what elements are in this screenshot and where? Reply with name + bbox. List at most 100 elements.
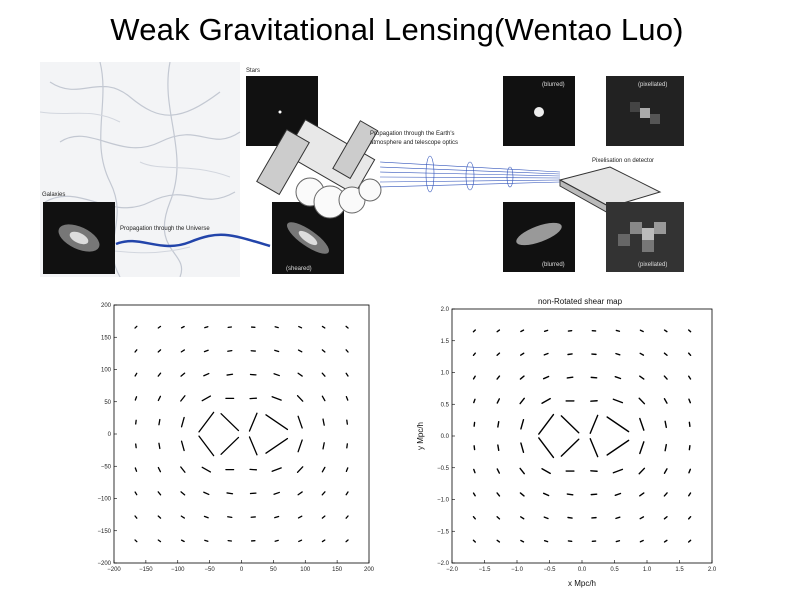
shear-stick: [474, 493, 476, 496]
shear-stick: [616, 517, 620, 518]
shear-stick: [298, 440, 302, 452]
shear-stick: [664, 376, 667, 379]
shear-stick: [346, 350, 348, 352]
shear-stick: [274, 374, 279, 376]
shear-stick: [497, 493, 499, 496]
shear-stick: [640, 517, 643, 519]
shear-stick: [181, 467, 185, 472]
shear-stick: [664, 399, 667, 403]
shear-stick: [181, 516, 184, 518]
shear-stick: [613, 469, 622, 472]
shear-stick: [135, 326, 137, 328]
shear-stick: [227, 493, 232, 494]
y-tick-label: 200: [101, 303, 112, 309]
shear-stick: [520, 493, 524, 496]
y-tick-label: 150: [101, 335, 112, 341]
shear-stick: [545, 330, 548, 331]
shear-stick: [346, 468, 347, 471]
shear-stick: [544, 493, 549, 495]
shear-stick: [298, 467, 303, 472]
shear-stick: [346, 326, 348, 328]
shear-stick: [199, 436, 214, 456]
shear-stick: [616, 354, 620, 355]
shear-stick: [473, 540, 475, 542]
shear-stick: [202, 467, 210, 472]
y-tick-label: −150: [97, 529, 111, 535]
shear-stick: [346, 373, 348, 376]
shear-stick: [181, 492, 185, 495]
shear-stick: [568, 354, 572, 355]
shear-stick: [182, 441, 185, 450]
shear-stick: [542, 399, 550, 404]
shear-stick: [520, 398, 524, 403]
shear-stick: [664, 469, 667, 473]
shear-stick: [616, 330, 619, 331]
shear-stick: [689, 540, 691, 542]
x-tick-label: 0: [240, 567, 244, 573]
shear-stick: [204, 516, 208, 517]
shear-stick: [615, 377, 620, 379]
shear-stick: [613, 399, 622, 402]
shear-stick: [204, 350, 208, 351]
shear-stick: [250, 437, 257, 455]
shear-stick: [158, 468, 160, 472]
shear-stick: [322, 396, 325, 400]
shear-stick: [521, 330, 524, 331]
y-tick-label: −2.0: [437, 561, 450, 567]
shear-stick: [347, 420, 348, 424]
shear-stick: [474, 399, 475, 402]
pixellated-top-label: (pixellated): [638, 82, 667, 88]
shear-stick: [135, 373, 137, 376]
shear-stick: [545, 541, 548, 542]
shear-stick: [590, 439, 597, 457]
y-tick-label: 0: [108, 432, 112, 438]
shear-stick: [227, 374, 232, 375]
shear-stick: [665, 540, 667, 542]
shear-stick: [346, 492, 348, 495]
shear-stick: [346, 540, 348, 542]
right-plot-xlabel: x Mpc/h: [568, 579, 596, 588]
y-tick-label: −0.5: [437, 466, 450, 472]
shear-stick: [221, 437, 238, 454]
right-shear-map: non-Rotated shear map x Mpc/h y Mpc/h −2…: [412, 297, 722, 596]
y-tick-label: 0.0: [441, 434, 450, 440]
shear-stick: [498, 422, 499, 427]
lensing-illustration: Galaxies Propagation through the Univers…: [40, 62, 690, 277]
shear-stick: [689, 353, 691, 355]
shear-stick: [250, 413, 257, 431]
shear-stick: [274, 492, 279, 494]
x-tick-label: 150: [332, 567, 343, 573]
shear-stick: [202, 396, 210, 401]
right-plot-title: non-Rotated shear map: [538, 297, 623, 306]
shear-stick: [561, 416, 578, 433]
x-tick-label: 50: [270, 567, 277, 573]
shear-stick: [299, 327, 302, 328]
y-tick-label: −1.5: [437, 529, 450, 535]
shear-stick: [181, 396, 185, 401]
shear-stick: [323, 419, 324, 425]
pixelisation-label: Pixelisation on detector: [592, 158, 654, 164]
shear-stick: [520, 468, 524, 473]
right-plot-ylabel: y Mpc/h: [416, 422, 425, 450]
shear-stick: [615, 494, 620, 496]
shear-stick: [322, 373, 325, 376]
x-tick-label: 1.0: [643, 567, 652, 573]
shear-stick: [135, 492, 137, 495]
shear-stick: [275, 327, 278, 328]
shear-stick: [474, 376, 476, 379]
shear-stick: [567, 377, 572, 378]
shear-stick: [272, 468, 281, 471]
shear-stick: [498, 445, 499, 450]
atmosphere-label-2: atmosphere and telescope optics: [370, 140, 458, 146]
shear-stick: [135, 468, 136, 471]
shear-stick: [158, 516, 160, 518]
shear-stick: [497, 540, 499, 542]
shear-stick: [323, 443, 324, 449]
right-shear-map-svg: non-Rotated shear map x Mpc/h y Mpc/h −2…: [412, 297, 722, 591]
shear-stick: [228, 517, 232, 518]
shear-stick: [158, 492, 160, 495]
shear-stick: [640, 418, 644, 430]
optics-rays: [380, 156, 560, 192]
